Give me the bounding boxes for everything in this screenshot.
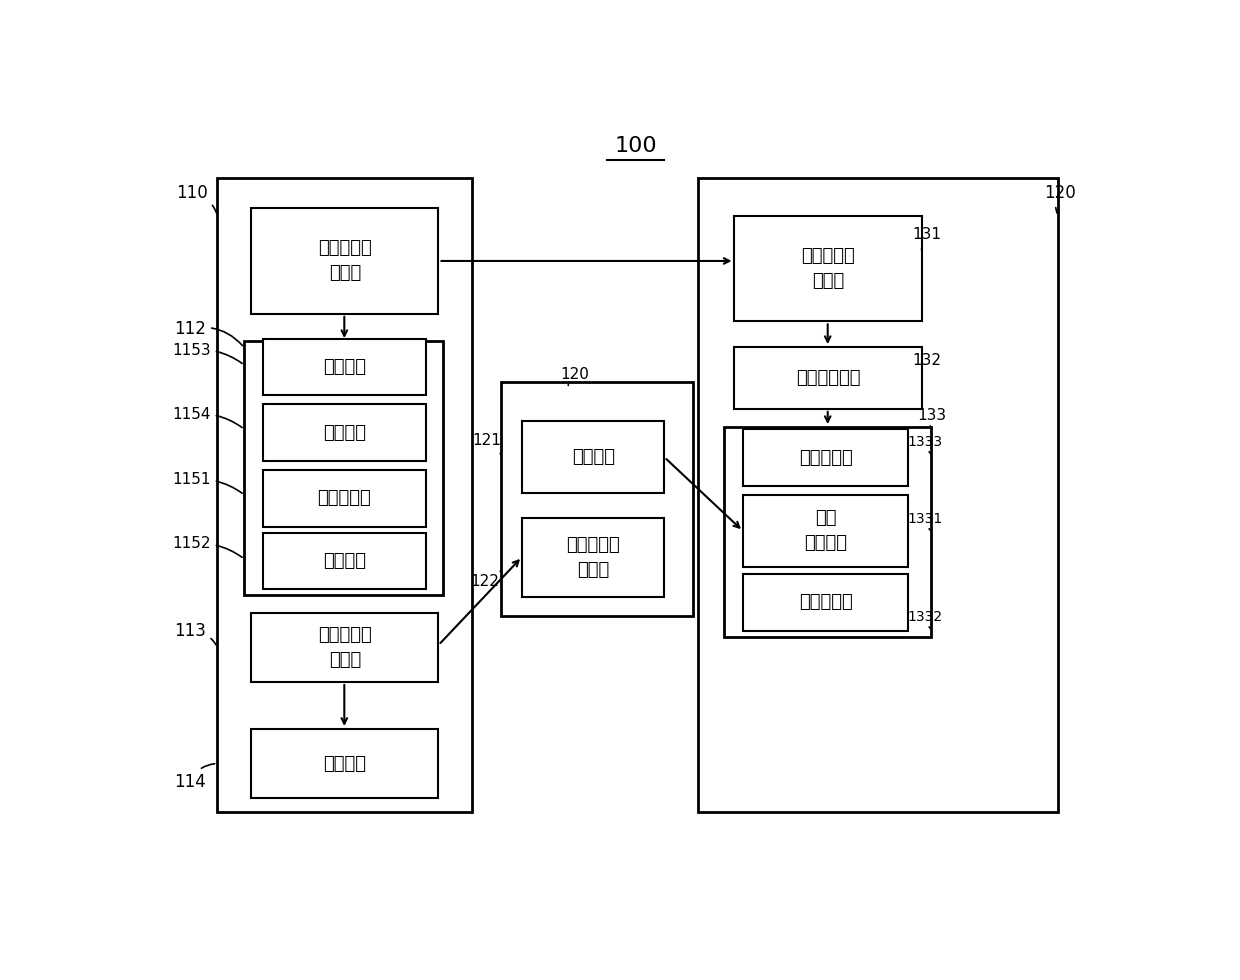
- Bar: [263, 405, 427, 461]
- Text: 1331: 1331: [908, 512, 942, 530]
- Text: 检测模块: 检测模块: [572, 448, 615, 466]
- Bar: [263, 470, 427, 526]
- Text: 复位按鈕: 复位按鈕: [322, 552, 366, 570]
- Text: 1154: 1154: [172, 407, 242, 427]
- Bar: [263, 339, 427, 395]
- Text: 110: 110: [176, 184, 217, 213]
- Bar: [734, 216, 921, 321]
- Bar: [698, 178, 1058, 811]
- Bar: [250, 729, 439, 799]
- Bar: [263, 533, 427, 589]
- Text: 复位子模块: 复位子模块: [799, 594, 853, 612]
- Bar: [250, 612, 439, 682]
- Text: 120: 120: [560, 367, 589, 385]
- Bar: [217, 178, 472, 811]
- Text: 1153: 1153: [172, 343, 242, 364]
- Text: 开关
机子模块: 开关 机子模块: [805, 510, 847, 553]
- Text: 自测按鈕: 自测按鈕: [322, 358, 366, 376]
- Text: 测试按鈕: 测试按鈕: [322, 423, 366, 442]
- Text: 112: 112: [174, 319, 243, 346]
- Text: 120: 120: [1044, 184, 1075, 214]
- Bar: [250, 208, 439, 314]
- Bar: [743, 495, 909, 566]
- Text: 1332: 1332: [908, 611, 942, 628]
- Text: 自动测试模块: 自动测试模块: [796, 368, 861, 387]
- Text: 开关机按鈕: 开关机按鈕: [317, 489, 371, 508]
- Text: 测试子模块: 测试子模块: [799, 449, 853, 466]
- Text: 113: 113: [174, 621, 216, 645]
- Text: 133: 133: [918, 408, 947, 427]
- Text: 131: 131: [913, 227, 941, 251]
- Text: 121: 121: [472, 433, 501, 455]
- Text: 第一红外接
收模块: 第一红外接 收模块: [801, 247, 856, 290]
- Bar: [743, 574, 909, 631]
- Text: 100: 100: [614, 136, 657, 156]
- Text: 122: 122: [470, 570, 501, 589]
- Text: 114: 114: [174, 763, 215, 791]
- Text: 显示模块: 显示模块: [324, 755, 366, 772]
- Bar: [501, 381, 693, 615]
- Text: 第二红外发
送模块: 第二红外发 送模块: [567, 536, 620, 578]
- Bar: [734, 347, 921, 409]
- Text: 第二红外接
收模块: 第二红外接 收模块: [317, 626, 372, 668]
- Bar: [743, 429, 909, 486]
- Bar: [724, 427, 930, 637]
- Bar: [522, 517, 665, 597]
- Bar: [244, 341, 444, 595]
- Bar: [522, 421, 665, 493]
- Text: 132: 132: [913, 353, 941, 374]
- Text: 第一红外发
送模块: 第一红外发 送模块: [317, 239, 372, 282]
- Text: 1152: 1152: [172, 536, 242, 558]
- Text: 1333: 1333: [908, 435, 942, 454]
- Text: 1151: 1151: [172, 472, 242, 493]
